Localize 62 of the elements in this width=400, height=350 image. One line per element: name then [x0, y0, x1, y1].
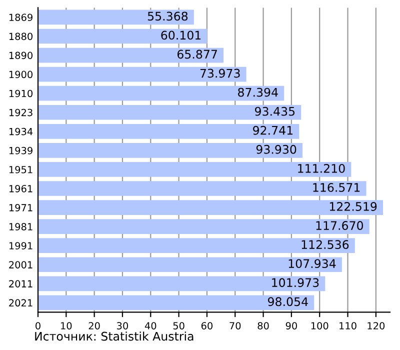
x-tick-label: 40	[144, 322, 156, 330]
y-tick-label: 1951	[9, 166, 32, 174]
y-tick-label: 1961	[9, 184, 32, 192]
data-label: 93.435	[254, 106, 295, 116]
y-tick-label: 1900	[9, 70, 32, 78]
x-tick-label: 10	[61, 322, 72, 330]
data-label: 117.670	[316, 221, 364, 230]
data-label: 112.536	[302, 240, 349, 250]
data-label: 98.054	[268, 297, 308, 306]
x-tick-label: 90	[286, 322, 297, 330]
y-tick-label: 1910	[9, 90, 32, 98]
bar	[38, 86, 284, 101]
data-label: 107.934	[288, 259, 336, 268]
bar	[38, 219, 370, 234]
y-tick-label: 2001	[9, 261, 32, 268]
bar	[38, 48, 224, 63]
bar	[38, 162, 352, 177]
data-label: 92.741	[253, 126, 293, 135]
bar	[38, 276, 326, 292]
bar	[38, 238, 355, 254]
x-tick-label: 60	[201, 322, 212, 330]
x-tick-label: 110	[340, 322, 356, 330]
x-tick-label: 120	[368, 322, 385, 330]
bar	[38, 104, 302, 120]
text: Источник: Statistik Austria	[35, 332, 194, 341]
y-tick-label: 1869	[9, 14, 32, 22]
x-tick-label: 30	[117, 322, 128, 330]
y-tick-label: 2021	[9, 299, 32, 307]
data-label: 101.973	[272, 278, 319, 288]
data-label: 93.930	[256, 144, 296, 154]
y-tick-label: 1939	[9, 146, 32, 154]
bar	[38, 181, 366, 196]
data-label: 65.877	[177, 50, 217, 59]
x-tick-label: 50	[173, 322, 184, 330]
bar	[38, 143, 303, 158]
bar	[38, 66, 246, 82]
y-tick-label: 2011	[9, 280, 32, 288]
data-label: 116.571	[313, 182, 360, 192]
data-label: 122.519	[330, 202, 377, 211]
y-tick-label: 1923	[9, 108, 32, 116]
data-label: 111.210	[298, 164, 345, 173]
x-tick-label: 70	[230, 322, 241, 330]
bar	[38, 10, 194, 25]
bar	[38, 28, 208, 44]
x-tick-label: 0	[36, 322, 40, 330]
bar	[38, 124, 300, 139]
bar	[38, 200, 384, 215]
y-tick-label: 1971	[9, 204, 32, 212]
y-tick-label: 1991	[9, 242, 32, 250]
data-label: 60.101	[161, 30, 201, 40]
x-tick-label: 80	[258, 322, 269, 330]
bar	[38, 295, 314, 310]
x-tick-label: 100	[311, 322, 328, 330]
y-tick-label: 1880	[9, 32, 32, 40]
data-label: 87.394	[238, 88, 278, 97]
data-label: 55.368	[148, 12, 188, 21]
y-tick-label: 1934	[9, 128, 33, 136]
y-tick-label: 1981	[9, 223, 32, 230]
data-label: 73.973	[200, 68, 240, 78]
bar	[38, 257, 342, 272]
y-tick-label: 1890	[9, 52, 32, 60]
x-tick-label: 20	[88, 322, 100, 330]
